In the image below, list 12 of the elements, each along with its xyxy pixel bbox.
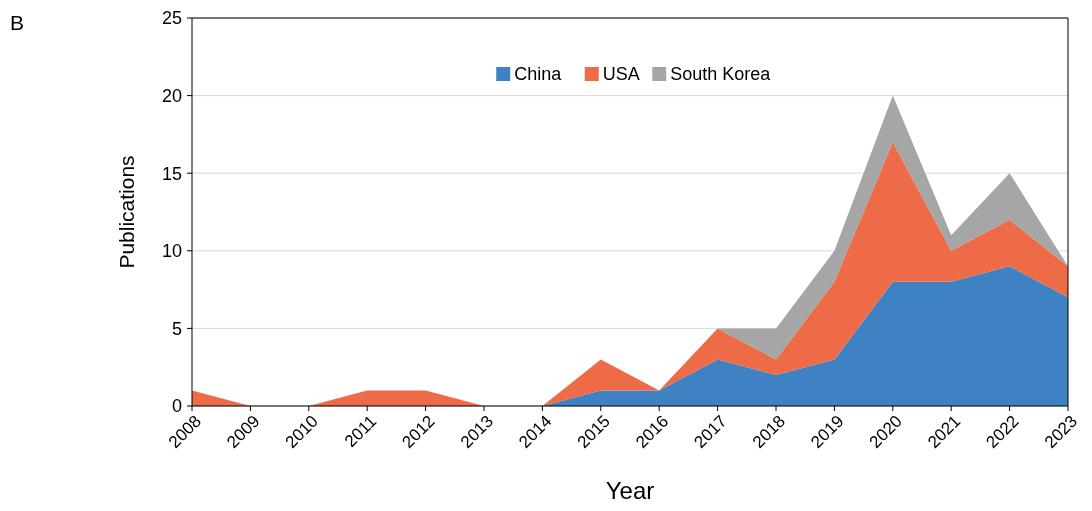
x-axis-title: Year <box>605 477 655 504</box>
legend-label: China <box>514 64 563 85</box>
y-axis-title: Publications <box>115 155 138 269</box>
legend-label: USA <box>602 64 640 85</box>
y-tick-label: 15 <box>161 163 182 184</box>
legend-label: South Korea <box>670 64 772 85</box>
y-tick-label: 0 <box>171 396 182 417</box>
y-tick-label: 25 <box>161 8 182 29</box>
y-tick-label: 10 <box>161 241 182 262</box>
y-tick-label: 20 <box>161 85 182 106</box>
y-tick-label: 5 <box>171 318 182 339</box>
text: B <box>10 11 25 34</box>
